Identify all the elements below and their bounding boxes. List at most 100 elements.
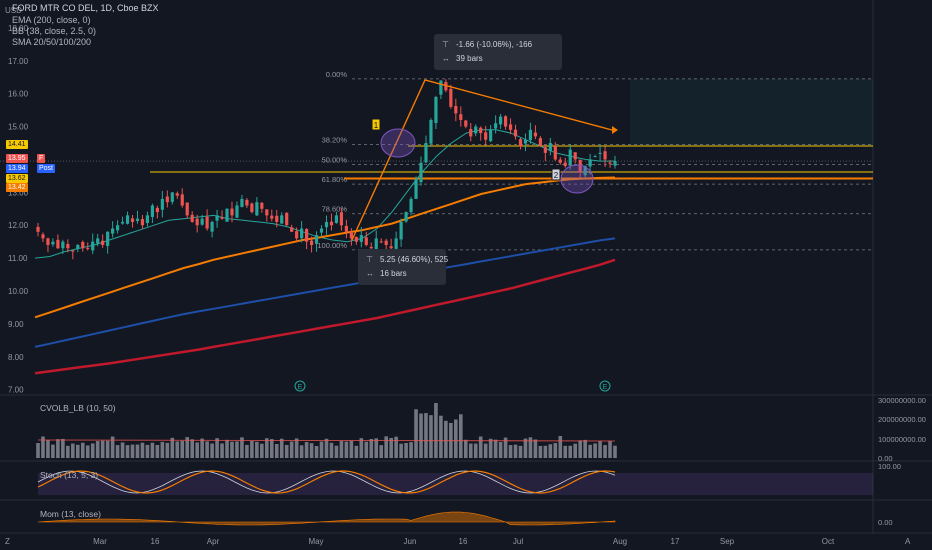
candle-body xyxy=(384,240,388,245)
indicator-sma[interactable]: SMA 20/50/100/200 xyxy=(12,37,92,47)
volume-bar xyxy=(603,445,607,458)
highlight-circle-2 xyxy=(560,164,594,194)
candle-body xyxy=(155,207,159,213)
y-tick-label: 9.00 xyxy=(8,320,24,329)
volume-pane-label[interactable]: CVOLB_LB (10, 50) xyxy=(40,403,116,413)
indicator-ema[interactable]: EMA (200, close, 0) xyxy=(12,15,91,25)
candle-body xyxy=(329,221,334,226)
volume-bar xyxy=(265,438,269,458)
y-tick-label: 10.00 xyxy=(8,287,29,296)
volume-bar xyxy=(46,440,50,458)
candle-body xyxy=(51,241,55,245)
candle-body xyxy=(399,221,403,240)
bars-icon: ↔ xyxy=(442,54,450,63)
highlight-circle-1 xyxy=(380,128,416,158)
candle-body xyxy=(205,216,209,229)
bars-icon: ↔ xyxy=(366,269,374,278)
measure-bars: 39 bars xyxy=(456,54,483,63)
candle-body xyxy=(513,129,518,137)
candle-body xyxy=(334,215,339,224)
volume-bar xyxy=(80,442,85,458)
candle-body xyxy=(285,212,289,226)
volume-bar xyxy=(90,443,95,458)
candle-body xyxy=(593,156,597,158)
candle-body xyxy=(91,241,95,251)
chart-title[interactable]: FORD MTR CO DEL, 1D, Cboe BZX xyxy=(12,3,159,13)
auto-scale-icon: A xyxy=(905,537,911,546)
candle-body xyxy=(374,238,378,252)
volume-bar xyxy=(269,439,274,458)
candle-body xyxy=(270,215,274,219)
candle-body xyxy=(255,202,259,216)
volume-bar xyxy=(145,444,150,458)
volume-bar xyxy=(354,445,359,458)
volume-bar xyxy=(85,445,90,458)
candle-body xyxy=(265,209,269,216)
volume-bar xyxy=(105,440,110,458)
candle-body xyxy=(578,159,582,173)
candle-body xyxy=(449,88,453,107)
volume-bar xyxy=(374,438,379,458)
candle-body xyxy=(185,202,189,216)
volume-bar xyxy=(558,436,563,458)
volume-bar xyxy=(245,444,249,458)
time-axis-label: Aug xyxy=(613,537,627,546)
volume-bar xyxy=(613,445,617,458)
volume-bar xyxy=(289,441,294,458)
y-tick-label: 11.00 xyxy=(8,254,28,263)
fib-level-label: 38.20% xyxy=(322,136,348,145)
y-tick-label: 8.00 xyxy=(8,353,24,362)
stoch-d-line xyxy=(37,470,616,494)
volume-bar xyxy=(419,413,423,458)
candle-body xyxy=(245,199,249,206)
volume-bar xyxy=(444,420,448,458)
candle-body xyxy=(240,198,244,207)
candle-body xyxy=(46,238,50,245)
candle-body xyxy=(494,123,498,129)
candle-body xyxy=(36,226,40,232)
stoch-k-line xyxy=(37,470,616,494)
volume-bar xyxy=(160,441,165,458)
candle-body xyxy=(409,198,413,213)
volume-bar xyxy=(235,441,239,458)
candle-body xyxy=(140,219,145,226)
candle-body xyxy=(344,225,348,232)
volume-bar xyxy=(220,443,224,458)
y-tick-label: 17.00 xyxy=(8,57,29,66)
measure-bars: 16 bars xyxy=(380,269,407,278)
volume-bar xyxy=(548,444,553,458)
candle-body xyxy=(588,159,592,167)
candle-body xyxy=(225,208,229,222)
candle-body xyxy=(389,246,393,249)
volume-bar xyxy=(170,437,175,458)
stoch-pane-label[interactable]: Stoch (13, 5, 3) xyxy=(40,470,99,480)
range-icon: ⊤ xyxy=(366,255,373,264)
timezone-icon: Z xyxy=(5,537,10,546)
candle-body xyxy=(608,162,612,164)
candle-body xyxy=(81,241,85,249)
volume-bar xyxy=(478,436,483,458)
candle-body xyxy=(613,161,617,166)
candle-body xyxy=(61,241,65,249)
candle-body xyxy=(459,114,463,120)
volume-average-line xyxy=(37,439,616,442)
mom-pane-label[interactable]: Mom (13, close) xyxy=(40,509,101,519)
candle-body xyxy=(66,243,70,249)
volume-bar xyxy=(384,436,388,458)
time-axis-label: Mar xyxy=(93,537,107,546)
indicator-bb[interactable]: BB (38, close, 2.5, 0) xyxy=(12,26,97,36)
candle-body xyxy=(339,212,344,226)
volume-bar xyxy=(488,438,493,458)
volume-bar xyxy=(195,442,199,458)
earnings-marker xyxy=(599,380,611,392)
candle-body xyxy=(220,217,224,219)
candle-body xyxy=(543,147,547,153)
candle-body xyxy=(230,208,234,216)
candle-body xyxy=(489,129,493,142)
candle-body xyxy=(553,145,557,160)
volume-bar xyxy=(404,442,408,458)
earnings-label: E xyxy=(603,384,608,391)
candle-body xyxy=(354,236,358,242)
volume-bar xyxy=(150,442,155,458)
